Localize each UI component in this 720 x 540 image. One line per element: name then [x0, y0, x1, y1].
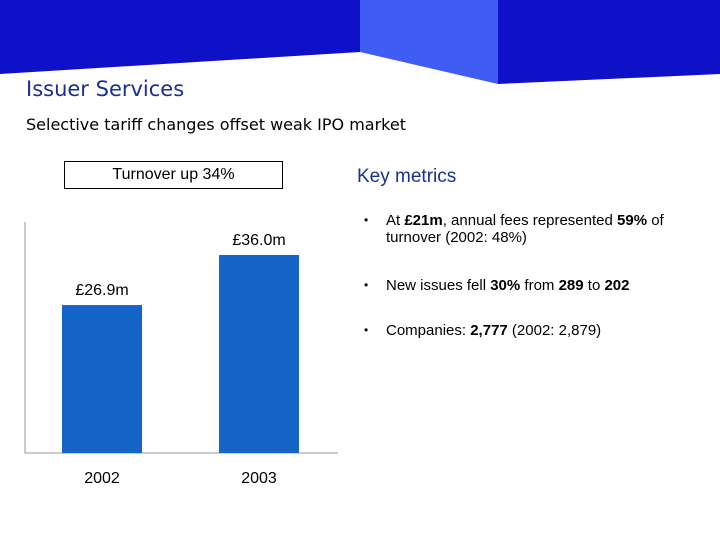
data-label-2003: £36.0m	[232, 232, 285, 249]
metric-highlight: 202	[604, 277, 629, 294]
key-metrics-title: Key metrics	[357, 166, 456, 188]
metric-text: Companies:	[386, 322, 470, 339]
metric-text: to	[584, 277, 605, 294]
x-tick-label-2003: 2003	[241, 470, 277, 487]
metric-text: (2002: 2,879)	[508, 322, 601, 339]
turnover-bar-chart: £26.9m 2002 £36.0m 2003	[0, 195, 345, 495]
metric-highlight: 59%	[617, 212, 647, 229]
bar-2003	[219, 255, 299, 453]
bullet-icon: •	[364, 277, 368, 294]
metric-text: , annual fees represented	[443, 212, 617, 229]
banner-dark-left	[0, 0, 360, 74]
banner-light-center	[360, 0, 498, 84]
metric-text: New issues fell	[386, 277, 490, 294]
metric-highlight: £21m	[404, 212, 442, 229]
page-subtitle: Selective tariff changes offset weak IPO…	[26, 115, 406, 134]
key-metric-item: • New issues fell 30% from 289 to 202	[362, 277, 712, 294]
metric-highlight: 289	[559, 277, 584, 294]
x-tick-label-2002: 2002	[84, 470, 120, 487]
data-label-2002: £26.9m	[75, 282, 128, 299]
bullet-icon: •	[364, 322, 368, 339]
key-metric-item: • Companies: 2,777 (2002: 2,879)	[362, 322, 712, 339]
metric-highlight: 2,777	[470, 322, 508, 339]
bullet-icon: •	[364, 212, 368, 229]
metric-text: from	[520, 277, 558, 294]
turnover-callout: Turnover up 34%	[64, 161, 283, 189]
metric-text: At	[386, 212, 404, 229]
metric-highlight: 30%	[490, 277, 520, 294]
bar-2002	[62, 305, 142, 453]
key-metric-item: • At £21m, annual fees represented 59% of…	[362, 212, 712, 246]
page-title: Issuer Services	[26, 77, 184, 101]
banner-dark-right	[498, 0, 720, 84]
